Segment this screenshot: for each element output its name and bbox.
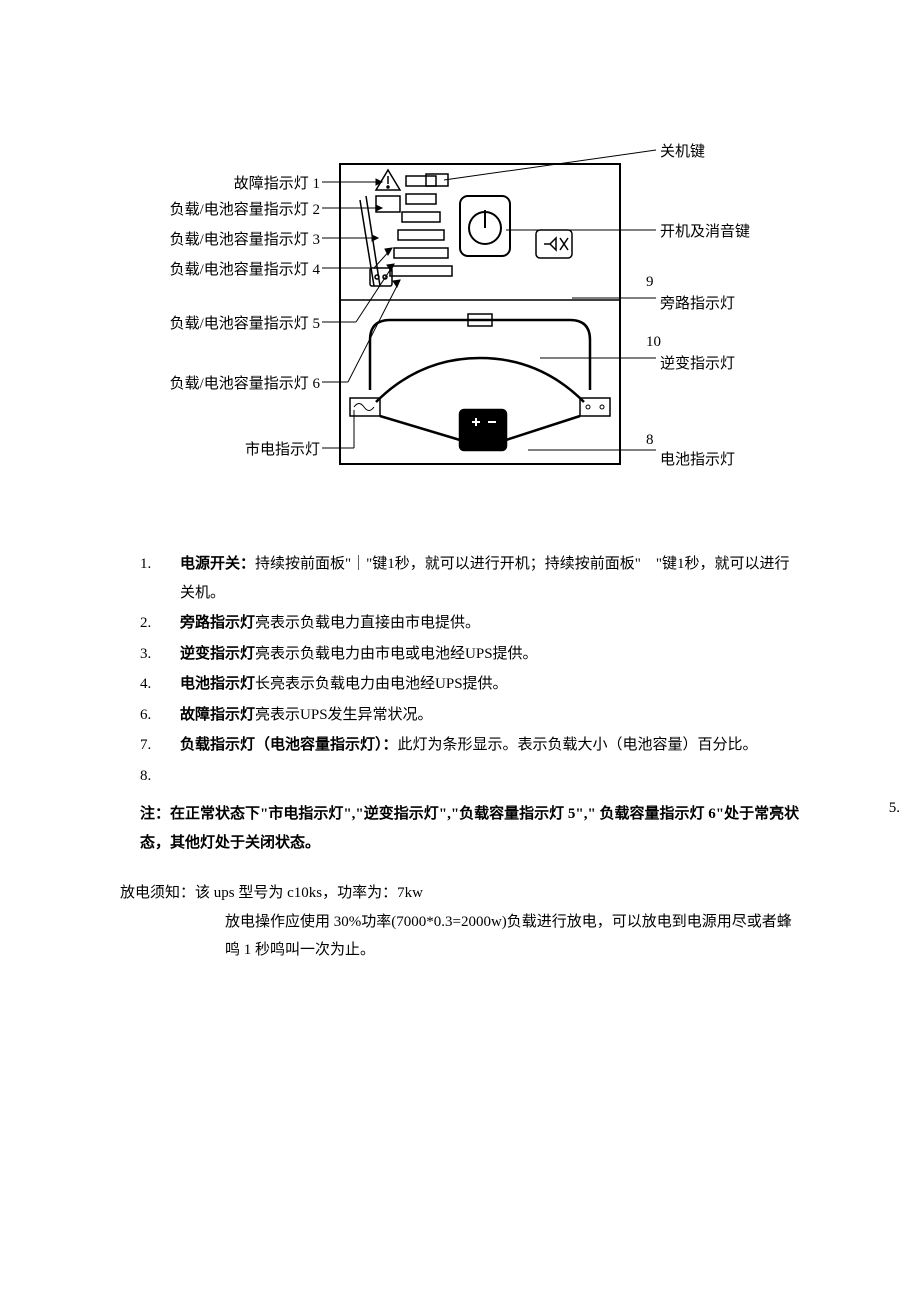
- term-rest: 亮表示负载电力由市电或电池经UPS提供。: [255, 646, 538, 662]
- list-item: 8.: [140, 762, 800, 791]
- discharge-label: 放电须知：: [120, 885, 195, 901]
- term-rest: 长亮表示负载电力由电池经UPS提供。: [255, 676, 508, 692]
- list-item: 2. 旁路指示灯亮表示负载电力直接由市电提供。: [140, 609, 800, 638]
- list-body: 负载指示灯（电池容量指示灯）：此灯为条形显示。表示负载大小（电池容量）百分比。: [180, 731, 800, 760]
- list-num: 1.: [140, 550, 180, 579]
- term-bold: 电源开关：: [180, 556, 255, 572]
- term-rest: 此灯为条形显示。表示负载大小（电池容量）百分比。: [398, 737, 758, 753]
- term-bold: 逆变指示灯: [180, 646, 255, 662]
- list-body: 逆变指示灯亮表示负载电力由市电或电池经UPS提供。: [180, 640, 800, 669]
- term-bold: 旁路指示灯: [180, 615, 255, 631]
- note-text: 在正常状态下"市电指示灯","逆变指示灯","负载容量指示灯 5"," 负载容量…: [140, 806, 799, 851]
- list-num: 7.: [140, 731, 180, 760]
- side-number-5: 5.: [889, 800, 900, 817]
- term-rest: 持续按前面板"｜"键1秒，就可以进行开机；持续按前面板" "键1秒，就可以进行关…: [180, 556, 790, 601]
- list-num: 6.: [140, 701, 180, 730]
- list-item: 1. 电源开关：持续按前面板"｜"键1秒，就可以进行开机；持续按前面板" "键1…: [140, 550, 800, 607]
- discharge-text-1: 该 ups 型号为 c10ks，功率为：7kw: [195, 885, 423, 901]
- term-bold: 负载指示灯（电池容量指示灯）：: [180, 737, 398, 753]
- panel-diagram: 故障指示灯 1 负载/电池容量指示灯 2 负载/电池容量指示灯 3 负载/电池容…: [100, 140, 820, 520]
- description-list: 1. 电源开关：持续按前面板"｜"键1秒，就可以进行开机；持续按前面板" "键1…: [140, 550, 800, 790]
- list-num: 3.: [140, 640, 180, 669]
- list-item: 3. 逆变指示灯亮表示负载电力由市电或电池经UPS提供。: [140, 640, 800, 669]
- list-item: 6. 故障指示灯亮表示UPS发生异常状况。: [140, 701, 800, 730]
- list-body: 电源开关：持续按前面板"｜"键1秒，就可以进行开机；持续按前面板" "键1秒，就…: [180, 550, 800, 607]
- page: 故障指示灯 1 负载/电池容量指示灯 2 负载/电池容量指示灯 3 负载/电池容…: [0, 0, 920, 965]
- list-num: 8.: [140, 762, 180, 791]
- list-item: 4. 电池指示灯长亮表示负载电力由电池经UPS提供。: [140, 670, 800, 699]
- term-rest: 亮表示负载电力直接由市电提供。: [255, 615, 480, 631]
- list-num: 2.: [140, 609, 180, 638]
- term-bold: 电池指示灯: [180, 676, 255, 692]
- list-num: 4.: [140, 670, 180, 699]
- term-rest: 亮表示UPS发生异常状况。: [255, 707, 433, 723]
- term-bold: 故障指示灯: [180, 707, 255, 723]
- note-prefix: 注：: [140, 806, 170, 822]
- panel-svg: [100, 140, 820, 520]
- list-body: 旁路指示灯亮表示负载电力直接由市电提供。: [180, 609, 800, 638]
- list-item: 7. 负载指示灯（电池容量指示灯）：此灯为条形显示。表示负载大小（电池容量）百分…: [140, 731, 800, 760]
- discharge-line-2: 放电操作应使用 30%功率(7000*0.3=2000w)负载进行放电，可以放电…: [120, 908, 800, 965]
- discharge-line-1: 放电须知：该 ups 型号为 c10ks，功率为：7kw: [120, 879, 800, 908]
- discharge-notice: 放电须知：该 ups 型号为 c10ks，功率为：7kw 放电操作应使用 30%…: [120, 879, 800, 965]
- list-body: 电池指示灯长亮表示负载电力由电池经UPS提供。: [180, 670, 800, 699]
- note-block: 注：在正常状态下"市电指示灯","逆变指示灯","负载容量指示灯 5"," 负载…: [140, 800, 800, 857]
- list-body: 故障指示灯亮表示UPS发生异常状况。: [180, 701, 800, 730]
